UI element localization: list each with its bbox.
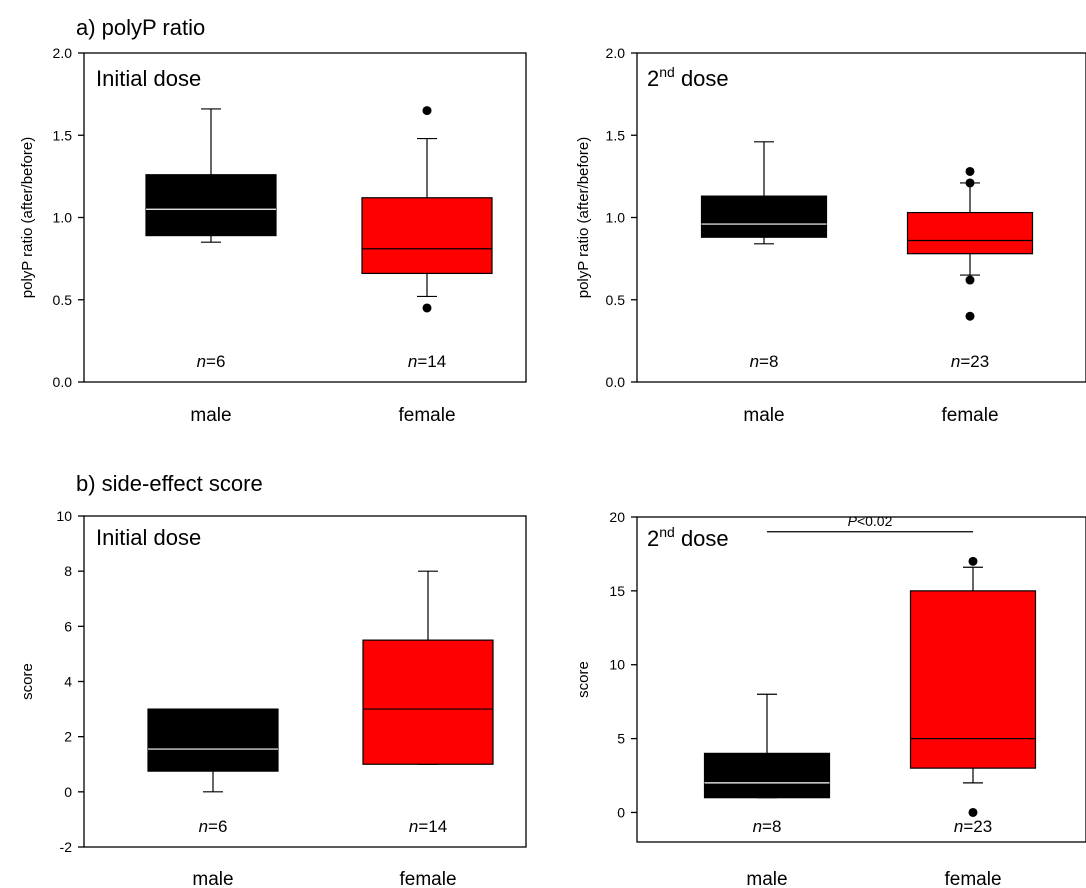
outlier-point: [422, 106, 432, 116]
box-female: [906, 166, 1034, 321]
section-title-b: b) side-effect score: [76, 471, 263, 496]
box-female: [909, 556, 1037, 817]
box-iqr: [147, 708, 279, 772]
category-label: male: [192, 869, 233, 888]
section-title-a: a) polyP ratio: [76, 15, 205, 40]
y-tick-label: 1.5: [53, 127, 73, 143]
outlier-point: [422, 303, 432, 313]
category-label: female: [944, 869, 1001, 888]
y-tick-label: 2.0: [53, 45, 73, 61]
n-label: n=8: [753, 817, 782, 836]
box-iqr: [909, 590, 1037, 769]
outlier-point: [965, 166, 975, 176]
y-tick-label: 10: [609, 657, 625, 673]
category-label: female: [398, 405, 455, 426]
panel-label: Initial dose: [96, 66, 201, 91]
significance-label: P<0.02: [848, 513, 893, 529]
y-axis-label: score: [19, 663, 36, 700]
y-tick-label: 0.0: [606, 374, 626, 390]
box-iqr: [703, 752, 831, 799]
n-label: n=14: [409, 817, 447, 836]
y-tick-label: 2: [64, 729, 72, 745]
category-label: female: [399, 869, 456, 888]
n-label: n=8: [750, 352, 779, 371]
box-male: [703, 693, 831, 799]
y-tick-label: 8: [64, 563, 72, 579]
n-label: n=6: [199, 817, 228, 836]
box-female: [362, 570, 494, 765]
y-tick-label: 0: [617, 804, 625, 820]
y-tick-label: 0.0: [53, 374, 73, 390]
box-male: [147, 708, 279, 793]
category-label: male: [746, 869, 787, 888]
box-iqr: [361, 197, 493, 275]
panel-label: 2nd dose: [647, 524, 729, 551]
n-label: n=6: [197, 352, 226, 371]
box-iqr: [362, 639, 494, 765]
y-axis-label: score: [575, 661, 592, 698]
outlier-point: [965, 275, 975, 285]
category-label: male: [743, 405, 784, 426]
y-tick-label: 20: [609, 509, 625, 525]
panel-label: 2nd dose: [647, 64, 729, 91]
y-tick-label: 1.0: [53, 210, 73, 226]
y-axis-label: polyP ratio (after/before): [19, 137, 36, 298]
y-tick-label: 0.5: [606, 292, 626, 308]
box-male: [145, 108, 277, 243]
box-female: [361, 106, 493, 313]
chart-panel-2: 0.0 0.5 1.0 1.5 2.0 polyP ratio (after/before…: [575, 45, 1086, 426]
n-label: n=14: [408, 352, 446, 371]
category-label: female: [941, 405, 998, 426]
outlier-point: [965, 178, 975, 188]
category-label: male: [190, 405, 231, 426]
box-iqr: [145, 174, 277, 237]
box-iqr: [906, 211, 1034, 255]
y-tick-label: 10: [56, 508, 72, 524]
outlier-point: [968, 556, 978, 566]
n-label: n=23: [951, 352, 989, 371]
y-tick-label: 2.0: [606, 45, 626, 61]
y-tick-label: 6: [64, 618, 72, 634]
y-tick-label: 1.5: [606, 127, 626, 143]
panel-label: Initial dose: [96, 525, 201, 550]
y-tick-label: 15: [609, 583, 625, 599]
chart-panel-3: -2 0 2 4 6 8 10 score Initial dose n=6 male n=14 fem…: [19, 508, 527, 888]
plot-frame: [636, 516, 1086, 843]
y-tick-label: 1.0: [606, 210, 626, 226]
y-tick-label: 0: [64, 784, 72, 800]
y-tick-label: 5: [617, 731, 625, 747]
chart-panel-1: 0.0 0.5 1.0 1.5 2.0 polyP ratio (after/before…: [19, 45, 527, 426]
y-tick-label: 0.5: [53, 292, 73, 308]
outlier-point: [968, 807, 978, 817]
y-axis-label: polyP ratio (after/before): [575, 137, 592, 298]
box-male: [700, 141, 828, 245]
box-iqr: [700, 195, 828, 238]
outlier-point: [965, 311, 975, 321]
n-label: n=23: [954, 817, 992, 836]
charts: 0.0 0.5 1.0 1.5 2.0 polyP ratio (after/before…: [19, 45, 1086, 888]
y-tick-label: 4: [64, 674, 72, 690]
y-tick-label: -2: [60, 839, 73, 855]
chart-panel-4: 0 5 10 15 20 score 2nd dose n=8 male n=23 female P<…: [575, 509, 1086, 888]
